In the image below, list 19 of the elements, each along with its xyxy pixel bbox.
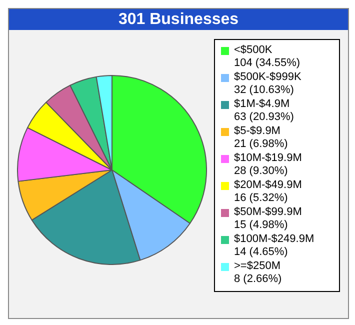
data-label: 104 (34.55%) [234,57,300,70]
data-label: 8 (2.66%) [234,273,282,286]
data-label: 28 (9.30%) [234,165,289,178]
legend-label: >=$250M [234,260,282,273]
data-label: 16 (5.32%) [234,192,289,205]
data-label: 21 (6.98%) [234,138,288,151]
legend-label: $20M-$49.9M [234,179,302,192]
data-label: 63 (20.93%) [234,111,294,124]
data-label: 15 (4.98%) [234,219,289,232]
legend-label: <$500K [234,44,274,57]
legend-label: $1M-$4.9M [234,98,291,111]
legend-label: $5-$9.9M [234,125,282,138]
chart-title: 301 Businesses [9,9,348,30]
data-label: 14 (4.65%) [234,246,289,259]
legend-label: $10M-$19.9M [234,152,302,165]
legend-label: $100M-$249.9M [234,233,314,246]
data-label: 32 (10.63%) [234,84,295,97]
legend-label: $50M-$99.9M [234,206,302,219]
legend-label: $500K-$999K [234,71,302,84]
